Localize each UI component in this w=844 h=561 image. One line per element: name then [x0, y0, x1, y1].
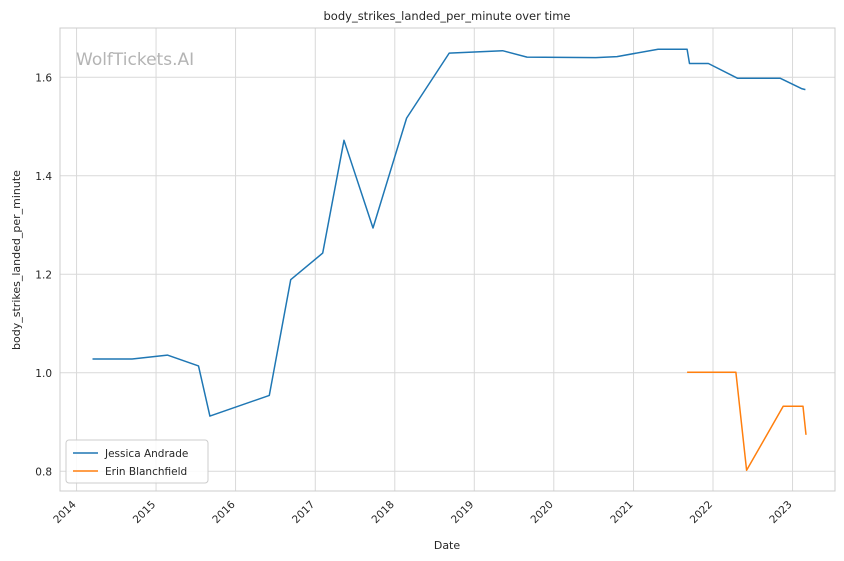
- x-tick-label: 2014: [51, 498, 79, 526]
- x-axis-label: Date: [434, 539, 461, 552]
- y-axis-label: body_strikes_landed_per_minute: [10, 170, 23, 350]
- x-tick-label: 2017: [290, 499, 317, 526]
- x-tick-label: 2022: [688, 499, 715, 526]
- y-tick-label: 0.8: [35, 466, 52, 478]
- legend-label: Jessica Andrade: [104, 448, 188, 460]
- x-tick-label: 2015: [131, 499, 158, 526]
- series-line: [92, 48, 806, 417]
- series-layer: [92, 48, 807, 472]
- legend: Jessica Andrade Erin Blanchfield: [65, 439, 209, 484]
- plot-frame: [59, 27, 836, 492]
- y-tick-label: 1.0: [35, 368, 52, 380]
- y-tick-label: 1.6: [35, 72, 52, 84]
- x-tick-label: 2019: [449, 499, 476, 526]
- chart-title: body_strikes_landed_per_minute over time: [324, 9, 571, 23]
- x-tick-label: 2023: [767, 499, 794, 526]
- x-tick-label: 2018: [370, 499, 397, 526]
- x-tick-label: 2016: [210, 498, 238, 526]
- series-line: [687, 371, 807, 472]
- plot-area: [60, 28, 835, 491]
- y-tick-label: 1.4: [35, 171, 52, 183]
- x-tick-label: 2020: [529, 499, 556, 526]
- x-tick-label: 2021: [608, 499, 635, 526]
- watermark: WolfTickets.AI: [76, 50, 194, 70]
- legend-label: Erin Blanchfield: [105, 466, 187, 478]
- y-tick-label: 1.2: [35, 269, 52, 281]
- legend-box: [65, 439, 209, 484]
